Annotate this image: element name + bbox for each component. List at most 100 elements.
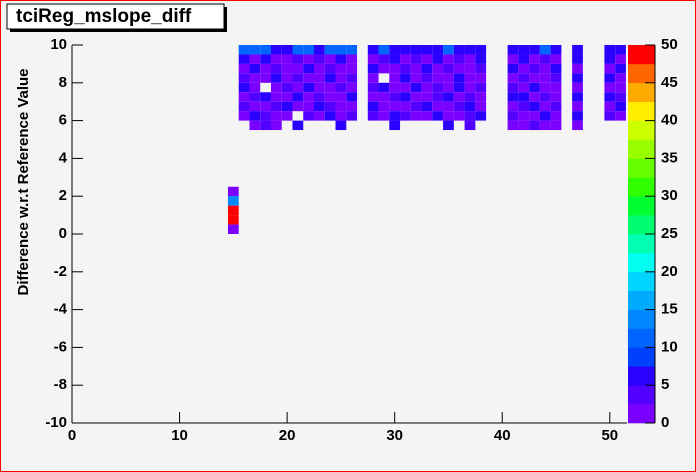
heatmap-cell: [421, 101, 433, 112]
heatmap-cell: [260, 63, 271, 74]
heatmap-cell: [260, 54, 271, 64]
heatmap-cell: [507, 73, 519, 83]
heatmap-cell: [292, 82, 304, 93]
z-tick-label: 10: [661, 338, 678, 355]
palette-band: [628, 366, 655, 386]
heatmap-cell: [421, 73, 433, 83]
heatmap-cell: [389, 111, 401, 121]
palette-band: [628, 63, 655, 84]
heatmap-cell: [615, 92, 626, 102]
heatmap-cell: [604, 111, 616, 121]
heatmap-cell: [432, 45, 444, 55]
heatmap-cell: [238, 82, 250, 93]
heatmap-cell: [260, 111, 271, 121]
heatmap-cell: [281, 111, 293, 121]
heatmap-cell: [281, 45, 293, 55]
heatmap-cell: [464, 101, 476, 112]
heatmap-cell: [335, 82, 347, 93]
heatmap-cell: [324, 111, 336, 121]
heatmap-cell: [475, 45, 487, 55]
x-tick-label: 50: [601, 427, 618, 444]
heatmap-cell: [529, 101, 540, 112]
heatmap-cell: [324, 101, 336, 112]
heatmap-cell: [249, 82, 261, 93]
heatmap-cell: [539, 82, 551, 93]
heatmap-cell: [281, 63, 293, 74]
heatmap-cell: [346, 111, 358, 121]
palette-band: [628, 101, 655, 121]
heatmap-cell: [507, 45, 519, 55]
heatmap-cell: [335, 45, 347, 55]
heatmap-cell: [410, 54, 422, 64]
heatmap-cell: [367, 54, 379, 64]
heatmap-cell: [270, 101, 282, 112]
heatmap-cell: [367, 73, 379, 83]
heatmap-cell: [572, 111, 583, 121]
heatmap-cell: [604, 54, 616, 64]
heatmap-cell: [324, 54, 336, 64]
heatmap-cell: [572, 63, 583, 74]
heatmap-cell: [539, 54, 551, 64]
heatmap-cell: [249, 92, 261, 102]
x-tick-label: 10: [171, 427, 188, 444]
heatmap-cell: [518, 82, 530, 93]
y-tick-label: -8: [54, 376, 67, 393]
heatmap-cell: [572, 54, 583, 64]
heatmap-cell: [518, 101, 530, 112]
heatmap-cell: [421, 63, 433, 74]
heatmap-cell: [249, 101, 261, 112]
heatmap-cell: [389, 63, 401, 74]
heatmap-cell: [303, 101, 315, 112]
heatmap-cell: [475, 111, 487, 121]
heatmap-cell: [604, 82, 616, 93]
heatmap-cell: [314, 63, 325, 74]
heatmap-cell: [453, 73, 465, 83]
heatmap-cell: [292, 73, 304, 83]
heatmap-cell: [550, 111, 562, 121]
heatmap-cell: [550, 101, 562, 112]
heatmap-cell: [615, 54, 626, 64]
heatmap-cell: [550, 73, 562, 83]
heatmap-cell: [324, 82, 336, 93]
heatmap-cell: [529, 73, 540, 83]
heatmap-cell: [507, 54, 519, 64]
palette-band: [628, 290, 655, 310]
heatmap-cell: [292, 92, 304, 102]
heatmap-cell: [270, 92, 282, 102]
heatmap-cell: [260, 45, 271, 55]
heatmap-cell: [421, 82, 433, 93]
heatmap-cell: [410, 111, 422, 121]
heatmap-cell: [314, 92, 325, 102]
heatmap-cell: [529, 82, 540, 93]
z-tick-label: 35: [661, 149, 678, 166]
heatmap-cell: [475, 92, 487, 102]
heatmap-cell: [260, 101, 271, 112]
heatmap-cell: [432, 54, 444, 64]
heatmap-cell: [227, 186, 239, 197]
heatmap-cell: [475, 73, 487, 83]
heatmap-cell: [238, 92, 250, 102]
heatmap-cell: [292, 45, 304, 55]
palette-band: [628, 347, 655, 367]
heatmap-cell: [249, 73, 261, 83]
palette-band: [628, 309, 655, 329]
palette-band: [628, 120, 655, 140]
heatmap-cell: [314, 101, 325, 112]
heatmap-cell: [249, 54, 261, 64]
heatmap-cell: [335, 111, 347, 121]
heatmap-cell: [335, 120, 347, 131]
palette-band: [628, 234, 655, 254]
heatmap-cell: [453, 101, 465, 112]
heatmap-cell: [303, 54, 315, 64]
heatmap-cell: [270, 73, 282, 83]
heatmap-cell: [475, 63, 487, 74]
heatmap-cell: [303, 92, 315, 102]
heatmap-cell: [410, 82, 422, 93]
z-tick-label: 0: [661, 414, 669, 431]
heatmap-cell: [615, 111, 626, 121]
heatmap-cell: [324, 63, 336, 74]
palette-band: [628, 177, 655, 197]
heatmap-cell: [572, 92, 583, 102]
z-tick-label: 50: [661, 36, 678, 53]
heatmap-cell: [529, 111, 540, 121]
